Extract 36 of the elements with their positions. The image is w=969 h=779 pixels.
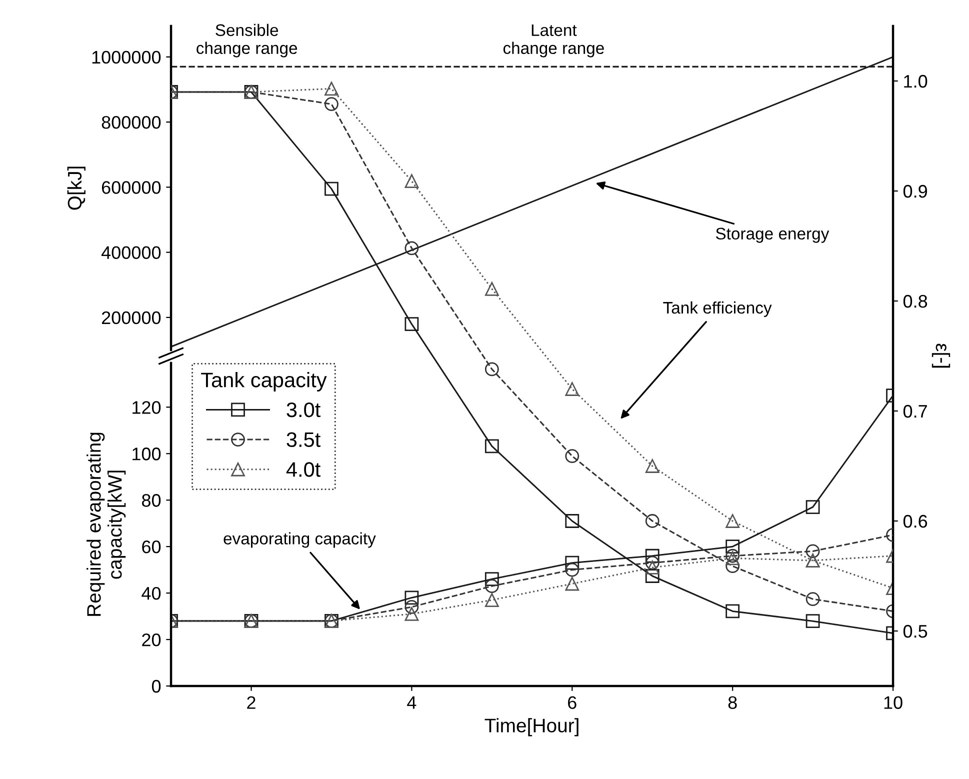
- x-tick-label: 2: [247, 696, 256, 709]
- y-tick-label: 400000: [101, 246, 161, 260]
- y-tick-label: 0.5: [903, 624, 928, 638]
- annotation: Storage energy: [716, 228, 830, 243]
- y-tick-label: 600000: [102, 181, 161, 194]
- y-tick-label: 0.8: [903, 294, 928, 308]
- legend-label: 4.0t: [286, 462, 321, 477]
- annotation: Tank efficiency: [663, 301, 772, 317]
- y-tick-label: 800000: [102, 116, 161, 129]
- annotation: evaporating capacity: [224, 532, 376, 548]
- legend-title: Tank capacity: [201, 372, 327, 392]
- y-tick-label: 0.9: [903, 184, 927, 198]
- y-axis-title: Q[kJ]: [67, 166, 86, 210]
- y-tick-label: 0: [152, 680, 161, 693]
- x-tick-label: 4: [407, 696, 416, 709]
- legend-label: 3.0t: [286, 402, 321, 418]
- y-tick-label: 40: [142, 586, 161, 600]
- y-tick-label: 20: [142, 633, 161, 646]
- y-tick-label: 1000000: [92, 50, 161, 64]
- y-tick-label: 60: [142, 540, 161, 554]
- x-tick-label: 10: [884, 696, 902, 709]
- y-tick-label: 200000: [102, 311, 161, 324]
- y-tick-label: 1.0: [904, 74, 928, 88]
- y-tick-label: 0.7: [903, 404, 927, 418]
- y-axis-title: Required evaporating capacity[kW]: [86, 432, 126, 616]
- y-tick-label: 80: [142, 494, 161, 507]
- x-tick-label: 8: [728, 696, 737, 709]
- y-axis-title: ε[-]: [932, 344, 950, 368]
- x-tick-label: 6: [568, 696, 576, 709]
- annotation: Latent change range: [503, 24, 604, 58]
- y-tick-label: 120: [132, 401, 161, 414]
- y-tick-label: 0.6: [903, 514, 928, 528]
- x-axis-title: Time[Hour]: [484, 718, 578, 736]
- annotation: Sensible change range: [196, 24, 298, 58]
- legend-label: 3.5t: [286, 432, 321, 448]
- y-tick-label: 100: [132, 448, 161, 460]
